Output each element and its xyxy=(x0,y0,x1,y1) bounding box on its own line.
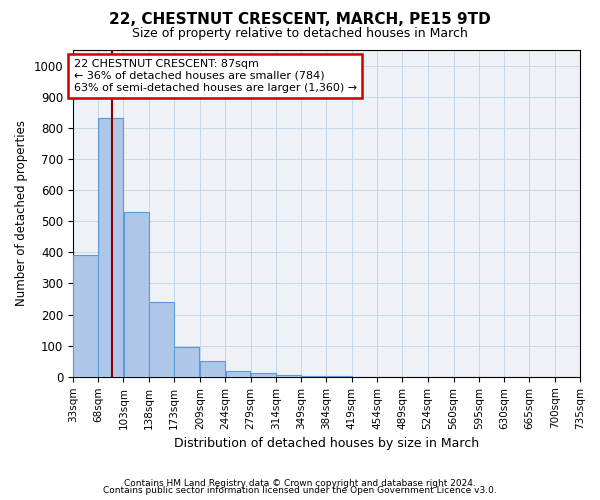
Bar xyxy=(98,118,123,377)
Text: Size of property relative to detached houses in March: Size of property relative to detached ho… xyxy=(132,28,468,40)
Text: 22 CHESTNUT CRESCENT: 87sqm
← 36% of detached houses are smaller (784)
63% of se: 22 CHESTNUT CRESCENT: 87sqm ← 36% of det… xyxy=(74,60,357,92)
Bar xyxy=(73,256,98,377)
Text: Contains public sector information licensed under the Open Government Licence v3: Contains public sector information licen… xyxy=(103,486,497,495)
Bar xyxy=(251,373,276,377)
Text: Contains HM Land Registry data © Crown copyright and database right 2024.: Contains HM Land Registry data © Crown c… xyxy=(124,478,476,488)
X-axis label: Distribution of detached houses by size in March: Distribution of detached houses by size … xyxy=(174,437,479,450)
Bar xyxy=(124,212,149,377)
Text: 22, CHESTNUT CRESCENT, MARCH, PE15 9TD: 22, CHESTNUT CRESCENT, MARCH, PE15 9TD xyxy=(109,12,491,28)
Bar xyxy=(174,348,199,377)
Y-axis label: Number of detached properties: Number of detached properties xyxy=(15,120,28,306)
Bar xyxy=(276,376,301,377)
Bar xyxy=(149,302,174,377)
Bar xyxy=(200,362,225,377)
Bar xyxy=(226,371,250,377)
Bar xyxy=(301,376,326,377)
Bar xyxy=(326,376,352,377)
